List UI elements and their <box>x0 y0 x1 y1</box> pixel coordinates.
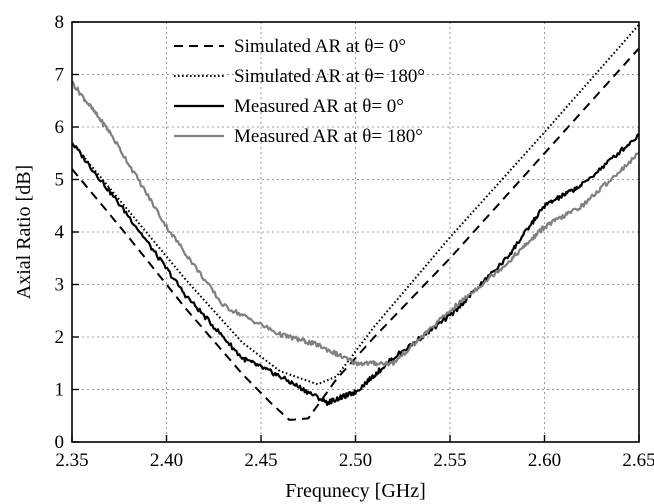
series-line-2 <box>71 23 640 386</box>
legend-label-2: Simulated AR at θ= 180° <box>234 66 425 87</box>
x-tick-label: 2.45 <box>244 450 277 471</box>
x-axis-label: Frequnecy [GHz] <box>285 480 426 502</box>
series-line-4 <box>71 80 640 367</box>
legend-label-1: Simulated AR at θ= 0° <box>234 36 406 57</box>
legend: Simulated AR at θ= 0° Simulated AR at θ= … <box>174 36 425 147</box>
x-tick-label: 2.50 <box>339 450 372 471</box>
y-tick-label: 6 <box>55 117 65 138</box>
series-layer <box>71 23 640 421</box>
x-tick-label: 2.55 <box>433 450 466 471</box>
series-line-3 <box>71 133 640 406</box>
y-tick-label: 1 <box>55 380 65 401</box>
y-tick-label: 0 <box>55 432 65 453</box>
grid-lines <box>72 22 639 442</box>
x-tick-label: 2.65 <box>622 450 654 471</box>
axis-ticks: 2.35 2.40 2.45 2.50 2.55 2.60 2.65 0 1 2 3 4 5 6 7 8 <box>55 12 654 471</box>
x-tick-label: 2.60 <box>528 450 561 471</box>
series-line-1 <box>71 47 640 421</box>
legend-label-3: Measured AR at θ= 0° <box>234 96 404 117</box>
x-tick-label: 2.35 <box>55 450 88 471</box>
x-tick-label: 2.40 <box>150 450 183 471</box>
y-tick-label: 3 <box>55 275 65 296</box>
y-tick-label: 4 <box>55 222 65 243</box>
y-axis-label: Axial Ratio [dB] <box>13 165 35 299</box>
y-tick-label: 8 <box>55 12 65 33</box>
y-tick-label: 7 <box>55 65 65 86</box>
y-tick-label: 5 <box>55 170 65 191</box>
legend-label-4: Measured AR at θ= 180° <box>234 126 423 147</box>
y-tick-label: 2 <box>55 327 65 348</box>
